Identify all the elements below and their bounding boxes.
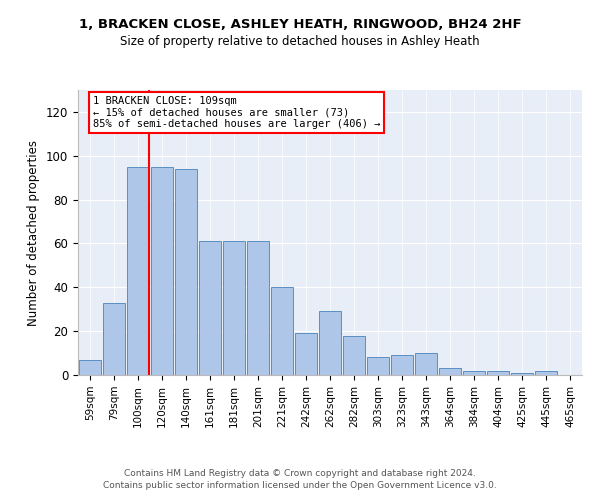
Bar — [391, 356, 413, 375]
Bar — [511, 373, 533, 375]
Bar — [439, 368, 461, 375]
Bar — [223, 242, 245, 375]
Bar — [343, 336, 365, 375]
Bar — [175, 169, 197, 375]
Text: Contains HM Land Registry data © Crown copyright and database right 2024.: Contains HM Land Registry data © Crown c… — [124, 468, 476, 477]
Y-axis label: Number of detached properties: Number of detached properties — [28, 140, 40, 326]
Bar — [535, 370, 557, 375]
Bar — [487, 370, 509, 375]
Bar — [151, 166, 173, 375]
Bar — [103, 302, 125, 375]
Bar — [295, 334, 317, 375]
Bar — [367, 358, 389, 375]
Text: 1 BRACKEN CLOSE: 109sqm
← 15% of detached houses are smaller (73)
85% of semi-de: 1 BRACKEN CLOSE: 109sqm ← 15% of detache… — [93, 96, 380, 129]
Bar — [127, 166, 149, 375]
Bar — [271, 288, 293, 375]
Bar — [79, 360, 101, 375]
Text: Size of property relative to detached houses in Ashley Heath: Size of property relative to detached ho… — [120, 35, 480, 48]
Bar — [199, 242, 221, 375]
Bar — [463, 370, 485, 375]
Bar — [319, 312, 341, 375]
Bar — [247, 242, 269, 375]
Text: Contains public sector information licensed under the Open Government Licence v3: Contains public sector information licen… — [103, 481, 497, 490]
Bar — [415, 353, 437, 375]
Text: 1, BRACKEN CLOSE, ASHLEY HEATH, RINGWOOD, BH24 2HF: 1, BRACKEN CLOSE, ASHLEY HEATH, RINGWOOD… — [79, 18, 521, 30]
